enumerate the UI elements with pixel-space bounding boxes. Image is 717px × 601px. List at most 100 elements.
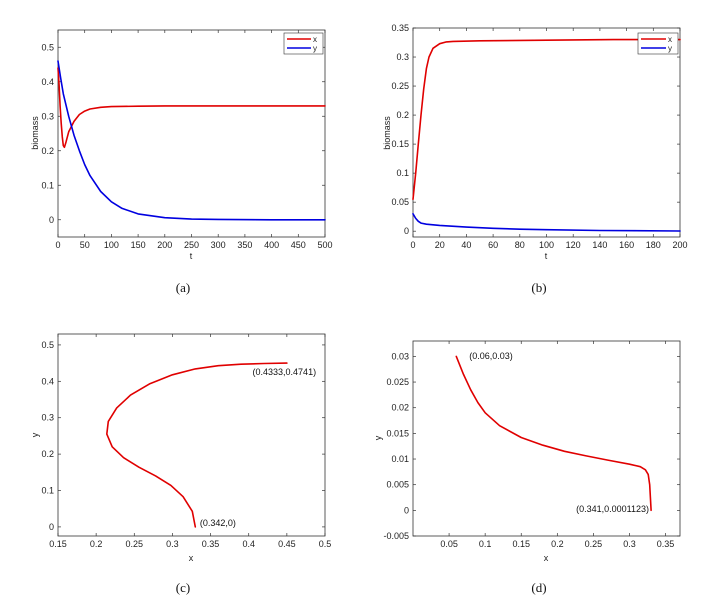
panel-b-legend-box — [637, 32, 679, 55]
panel-c-series-trajectory — [106, 362, 288, 528]
panel-c-ytick-label: 0.1 — [41, 486, 54, 496]
panel-b-xtick-label: 80 — [515, 240, 525, 250]
panel-d-ticks: 0.05 0.1 0.15 0.2 0.25 0.3 0.35 -0.005 0 0.005 0.0… — [383, 341, 680, 549]
panel-a-xtick-label: 150 — [131, 240, 146, 250]
panel-a-xtick-label: 500 — [317, 240, 332, 250]
panel-d-ytick-label: 0.015 — [386, 428, 409, 438]
panel-c-ytick-label: 0 — [49, 522, 54, 532]
panel-a-xtick-label: 0 — [55, 240, 60, 250]
panel-d-series-trajectory — [455, 355, 652, 512]
panel-b-legend-x-label: x — [668, 35, 672, 44]
panel-a-xtick-label: 50 — [80, 240, 90, 250]
panel-c-annotation: (0.342,0) — [200, 518, 236, 528]
panel-a-series — [57, 60, 326, 221]
panel-b-xtick-label: 120 — [566, 240, 581, 250]
panel-b-xlabel: t — [545, 251, 548, 261]
panel-d: 0.05 0.1 0.15 0.2 0.25 0.3 0.35 -0.005 0 0.005 0.0… — [373, 340, 681, 595]
panel-a-ytick-label: 0.2 — [41, 146, 54, 156]
panel-a-legend-y-label: y — [313, 44, 317, 53]
panel-d-xtick-label: 0.1 — [479, 539, 492, 549]
panel-b-ytick-label: 0.1 — [396, 168, 409, 178]
panel-d-ytick-label: 0.025 — [386, 377, 409, 387]
panel-a-legend-x-label: x — [313, 35, 317, 44]
panel-b-frame — [412, 27, 681, 238]
panel-c-xtick-label: 0.25 — [126, 539, 144, 549]
panel-d-xtick-label: 0.05 — [440, 539, 458, 549]
panel-c-xtick-label: 0.2 — [90, 539, 103, 549]
panel-a-xtick-label: 450 — [291, 240, 306, 250]
panel-a-series-x — [57, 67, 326, 149]
panel-a-legend-box — [283, 32, 324, 55]
panel-a-xtick-label: 200 — [157, 240, 172, 250]
panel-a-frame — [57, 29, 326, 238]
panel-d-xtick-label: 0.3 — [623, 539, 636, 549]
panel-a-legend: x y — [283, 32, 324, 55]
panel-d-annotations: (0.06,0.03) (0.341,0.0001123) — [469, 351, 649, 514]
panel-b-xtick-label: 60 — [488, 240, 498, 250]
panel-d-ytick-label: 0.03 — [391, 351, 409, 361]
panel-b-xtick-label: 0 — [410, 240, 415, 250]
panel-d-xtick-label: 0.15 — [512, 539, 530, 549]
panel-d-ytick-label: 0.02 — [391, 403, 409, 413]
panel-a-ytick-label: 0.4 — [41, 77, 54, 87]
panel-c-xtick-label: 0.35 — [202, 539, 220, 549]
panel-c-annotation: (0.4333,0.4741) — [253, 367, 317, 377]
panel-b-series — [412, 38, 681, 232]
panel-d-annotation: (0.341,0.0001123) — [576, 504, 649, 514]
panel-d-frame — [412, 340, 681, 537]
panel-d-xtick-label: 0.35 — [657, 539, 675, 549]
panel-c-ytick-label: 0.5 — [41, 340, 54, 350]
panel-b-xtick-label: 160 — [619, 240, 634, 250]
panel-b-ytick-label: 0.35 — [391, 23, 409, 33]
panel-b-ytick-label: 0.05 — [391, 197, 409, 207]
panel-c-xtick-label: 0.45 — [278, 539, 296, 549]
panel-b-xtick-label: 40 — [461, 240, 471, 250]
panel-c-xtick-label: 0.4 — [242, 539, 255, 549]
panel-a-ylabel: biomass — [30, 116, 40, 150]
panel-d-ylabel: y — [373, 435, 383, 440]
panel-b-xtick-label: 100 — [539, 240, 554, 250]
panel-a-ticks: 0 50 100 150 200 250 300 350 400 450 500 0 0.1 0.2 0.3… — [41, 30, 333, 250]
panel-d-ytick-label: 0 — [404, 505, 409, 515]
panel-c-ytick-label: 0.4 — [41, 376, 54, 386]
panel-a-xtick-label: 250 — [184, 240, 199, 250]
panel-b-series-y — [412, 213, 681, 232]
panel-b-legend: x y — [637, 32, 679, 55]
panel-c-series — [106, 362, 288, 528]
panel-b-ytick-label: 0.3 — [396, 52, 409, 62]
panel-a-xtick-label: 350 — [237, 240, 252, 250]
panel-a-xtick-label: 100 — [104, 240, 119, 250]
panel-b-ytick-label: 0 — [404, 226, 409, 236]
panel-d-xlabel: x — [544, 553, 549, 563]
panel-c-ytick-label: 0.3 — [41, 413, 54, 423]
panel-d-xtick-label: 0.2 — [551, 539, 564, 549]
panel-d-ytick-label: -0.005 — [383, 531, 409, 541]
panel-d-caption: (d) — [531, 580, 546, 595]
panel-a-ytick-label: 0.5 — [41, 42, 54, 52]
panel-c: 0.15 0.2 0.25 0.3 0.35 0.4 0.45 0.5 0 0.1 0.2 0.3 0.… — [30, 333, 331, 595]
panel-b-xtick-label: 180 — [646, 240, 661, 250]
panel-b-legend-y-label: y — [668, 44, 672, 53]
panel-a-ytick-label: 0 — [49, 215, 54, 225]
panel-b-xtick-label: 200 — [672, 240, 687, 250]
panel-b-caption: (b) — [531, 280, 546, 295]
panel-c-xtick-label: 0.5 — [319, 539, 332, 549]
panel-c-frame — [57, 333, 326, 537]
panel-d-ytick-label: 0.01 — [391, 454, 409, 464]
panel-b: 0 20 40 60 80 100 120 140 160 180 200 0 0.05 0.1 0.15 0… — [382, 23, 688, 295]
panel-a-series-y — [57, 60, 326, 221]
panel-d-ytick-label: 0.005 — [386, 480, 409, 490]
panel-a-xlabel: t — [190, 251, 193, 261]
panel-b-xtick-label: 20 — [435, 240, 445, 250]
panel-a-xtick-label: 300 — [211, 240, 226, 250]
panel-b-ticks: 0 20 40 60 80 100 120 140 160 180 200 0 0.05 0.1 0.15 0… — [391, 23, 687, 250]
panel-c-ylabel: y — [30, 432, 40, 437]
panel-d-annotation: (0.06,0.03) — [469, 351, 513, 361]
panel-d-xtick-label: 0.25 — [585, 539, 603, 549]
panel-c-ytick-label: 0.2 — [41, 449, 54, 459]
panel-c-caption: (c) — [176, 580, 190, 595]
panel-b-ytick-label: 0.15 — [391, 139, 409, 149]
panel-c-ticks: 0.15 0.2 0.25 0.3 0.35 0.4 0.45 0.5 0 0.1 0.2 0.3 0.… — [41, 334, 331, 549]
panel-a-ytick-label: 0.1 — [41, 180, 54, 190]
